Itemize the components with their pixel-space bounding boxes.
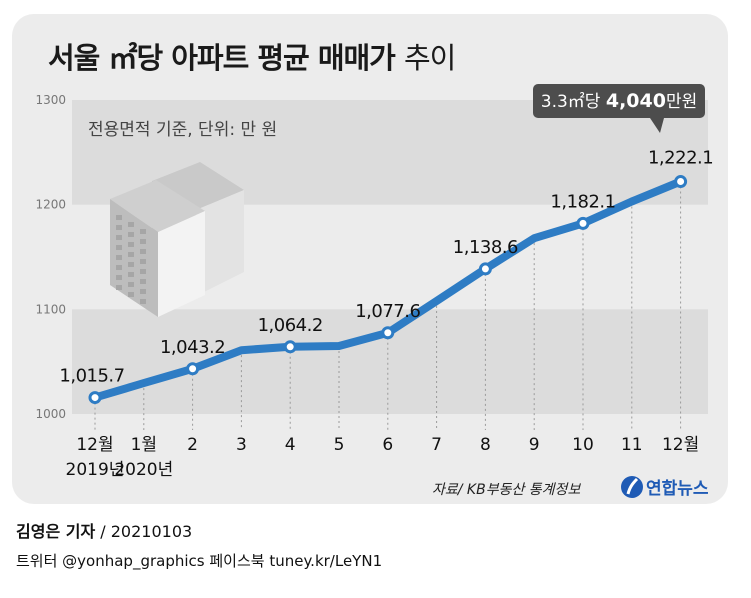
x-tick-label: 3 [236, 435, 247, 455]
x-tick-label: 7 [431, 435, 442, 455]
social-links: 트위터 @yonhap_graphics 페이스북 tuney.kr/LeYN1 [16, 552, 383, 570]
data-label: 1,182.1 [550, 191, 615, 212]
y-tick-label: 1300 [35, 93, 66, 107]
x-tick-label: 9 [529, 435, 540, 455]
apartment-building-icon [110, 162, 244, 317]
byline-date: / 20210103 [95, 522, 193, 541]
data-label: 1,077.6 [355, 301, 420, 322]
callout-box: 3.3㎡당 4,040만원 [533, 84, 705, 133]
x-tick-label: 2020년 [114, 460, 173, 480]
svg-text:3.3㎡당 4,040만원: 3.3㎡당 4,040만원 [541, 90, 697, 112]
title-sub: 추이 [403, 41, 456, 75]
byline: 김영은 기자 / 20210103 [16, 518, 192, 542]
x-tick-label: 2019년 [66, 460, 125, 480]
x-tick-label: 11 [621, 435, 643, 455]
x-tick-label: 8 [480, 435, 491, 455]
data-point [478, 262, 492, 276]
callout-prefix: 3.3㎡당 [541, 92, 606, 112]
data-label: 1,138.6 [453, 237, 518, 258]
data-label: 1,015.7 [59, 366, 124, 387]
yonhap-logo: 연합뉴스 [621, 476, 709, 499]
x-tick-label: 6 [382, 435, 393, 455]
grid-band [72, 309, 708, 414]
data-point [283, 340, 297, 354]
data-point [576, 216, 590, 230]
x-tick-label: 5 [334, 435, 345, 455]
data-point [186, 362, 200, 376]
source-text: 자료/ KB부동산 통계정보 [432, 482, 581, 498]
y-tick-label: 1200 [35, 198, 66, 212]
reporter-name: 김영은 기자 [16, 522, 96, 541]
y-tick-label: 1100 [35, 302, 66, 316]
callout-suffix: 만원 [666, 92, 697, 112]
unit-note: 전용면적 기준, 단위: 만 원 [88, 120, 277, 140]
x-tick-label: 2 [187, 435, 198, 455]
chart-title: 서울 ㎡당 아파트 평균 매매가 추이 [48, 35, 456, 77]
data-label: 1,222.1 [648, 148, 713, 169]
data-point [674, 175, 688, 189]
x-tick-label: 10 [572, 435, 594, 455]
y-tick-label: 1000 [35, 407, 66, 421]
x-tick-label: 12월 [76, 435, 113, 455]
callout-value: 4,040 [606, 90, 666, 112]
x-tick-label: 12월 [662, 435, 699, 455]
title-main: 서울 ㎡당 아파트 평균 매매가 [48, 41, 396, 75]
logo-text: 연합뉴스 [646, 478, 709, 499]
x-tick-label: 1월 [131, 435, 157, 455]
x-tick-label: 4 [285, 435, 296, 455]
data-label: 1,043.2 [160, 337, 225, 358]
data-label: 1,064.2 [258, 315, 323, 336]
data-point [381, 326, 395, 340]
data-point [88, 391, 102, 405]
